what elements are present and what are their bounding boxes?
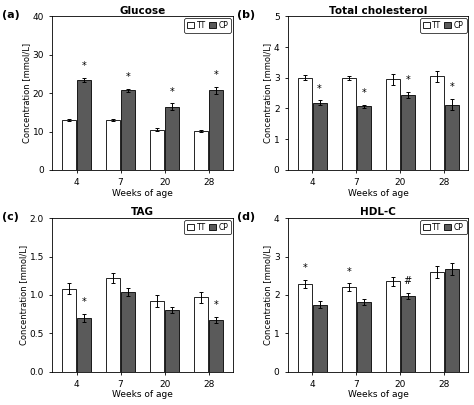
Bar: [386, 79, 400, 170]
Bar: [106, 278, 120, 372]
Bar: [77, 318, 91, 372]
Bar: [401, 95, 415, 170]
Legend: TT, CP: TT, CP: [420, 18, 466, 32]
X-axis label: Weeks of age: Weeks of age: [348, 189, 409, 198]
Text: *: *: [214, 70, 219, 80]
Text: #: #: [404, 276, 412, 286]
Bar: [150, 130, 164, 170]
Title: Total cholesterol: Total cholesterol: [329, 6, 428, 15]
Legend: TT, CP: TT, CP: [184, 220, 231, 234]
Bar: [62, 120, 76, 170]
Text: *: *: [126, 72, 130, 81]
Bar: [312, 305, 327, 372]
Text: *: *: [214, 300, 219, 310]
Text: *: *: [82, 297, 86, 307]
Text: (a): (a): [2, 10, 19, 20]
Bar: [430, 272, 444, 372]
Bar: [62, 289, 76, 372]
Title: HDL-C: HDL-C: [360, 207, 396, 217]
Text: *: *: [317, 83, 322, 94]
Bar: [165, 107, 179, 170]
Text: (d): (d): [237, 212, 255, 222]
Bar: [209, 320, 223, 372]
Bar: [298, 78, 312, 170]
Bar: [209, 90, 223, 170]
Bar: [401, 296, 415, 372]
Y-axis label: Concentration [mmol/L]: Concentration [mmol/L]: [22, 43, 31, 143]
Legend: TT, CP: TT, CP: [184, 18, 231, 32]
Y-axis label: Concentration [mmol/L]: Concentration [mmol/L]: [264, 245, 273, 345]
X-axis label: Weeks of age: Weeks of age: [348, 390, 409, 399]
X-axis label: Weeks of age: Weeks of age: [112, 189, 173, 198]
Bar: [445, 105, 459, 170]
Bar: [121, 292, 135, 372]
Text: *: *: [405, 75, 410, 85]
Bar: [430, 76, 444, 170]
Bar: [194, 131, 208, 170]
Bar: [77, 80, 91, 170]
Bar: [386, 281, 400, 372]
Bar: [342, 78, 356, 170]
Bar: [150, 301, 164, 372]
Bar: [106, 120, 120, 170]
Bar: [194, 297, 208, 372]
Text: (b): (b): [237, 10, 255, 20]
Bar: [356, 107, 371, 170]
X-axis label: Weeks of age: Weeks of age: [112, 390, 173, 399]
Bar: [121, 90, 135, 170]
Bar: [356, 302, 371, 372]
Bar: [312, 103, 327, 170]
Text: *: *: [361, 88, 366, 98]
Text: *: *: [449, 82, 454, 92]
Bar: [342, 287, 356, 372]
Text: *: *: [82, 61, 86, 71]
Text: *: *: [302, 263, 307, 273]
Bar: [298, 284, 312, 372]
Text: (c): (c): [2, 212, 18, 222]
Y-axis label: Concentration [mmol/L]: Concentration [mmol/L]: [264, 43, 273, 143]
Title: TAG: TAG: [131, 207, 154, 217]
Bar: [165, 310, 179, 372]
Text: *: *: [346, 266, 351, 277]
Title: Glucose: Glucose: [119, 6, 166, 15]
Legend: TT, CP: TT, CP: [420, 220, 466, 234]
Bar: [445, 269, 459, 372]
Y-axis label: Concentration [mmol/L]: Concentration [mmol/L]: [19, 245, 28, 345]
Text: *: *: [170, 87, 174, 96]
